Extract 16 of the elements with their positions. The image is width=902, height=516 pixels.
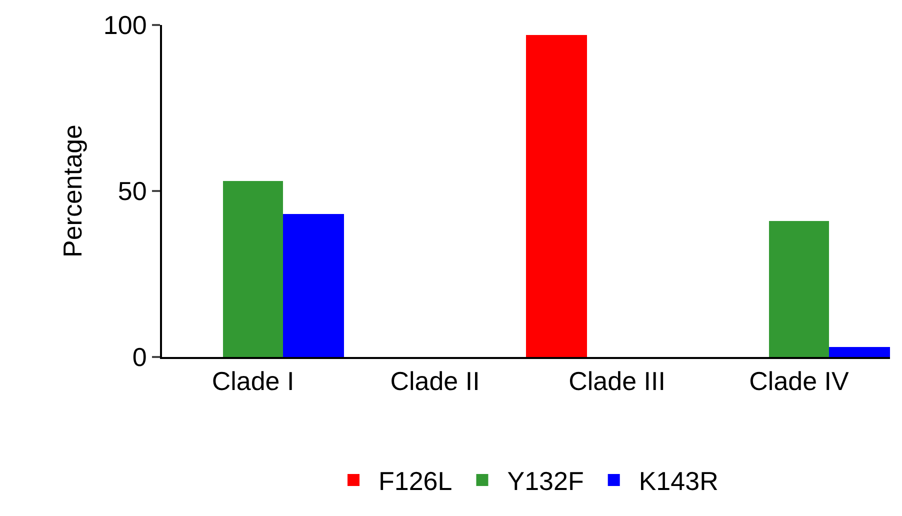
y-axis-title: Percentage xyxy=(57,124,88,258)
x-tick-label: Clade III xyxy=(568,366,666,396)
x-tick-label: Clade IV xyxy=(749,366,850,396)
x-tick-label: Clade I xyxy=(212,366,294,396)
y-tick-label: 100 xyxy=(103,10,147,40)
bar xyxy=(526,35,587,357)
y-tick-label: 50 xyxy=(118,176,147,206)
bar xyxy=(829,347,890,357)
bar xyxy=(769,221,829,357)
x-tick-label: Clade II xyxy=(390,366,480,396)
y-tick-label: 0 xyxy=(132,342,147,372)
legend-label: F126L xyxy=(378,466,452,496)
legend-label: K143R xyxy=(638,466,718,496)
bar xyxy=(223,181,283,357)
bar xyxy=(283,214,344,357)
legend-label: Y132F xyxy=(507,466,584,496)
